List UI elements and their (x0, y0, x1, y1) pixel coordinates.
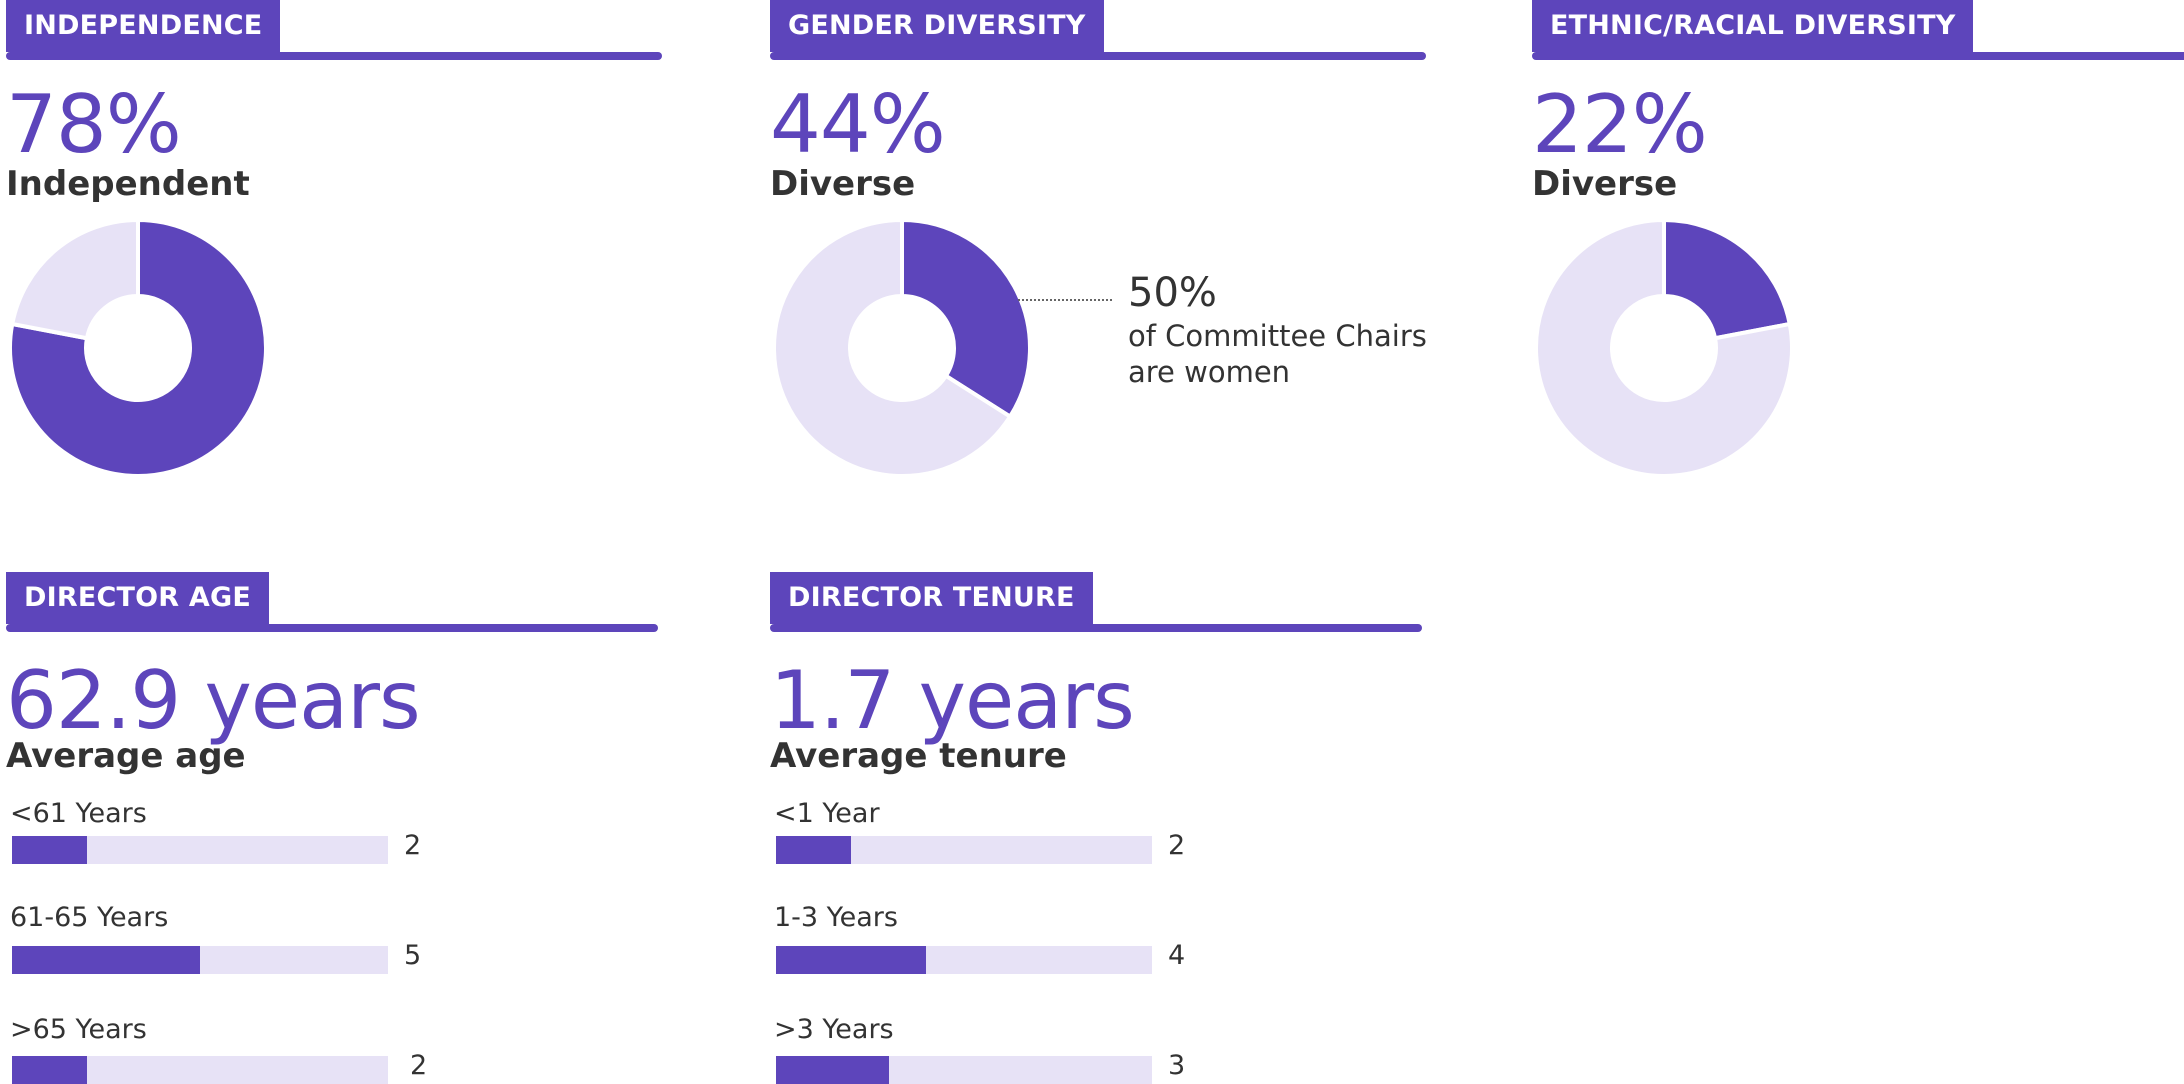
tenure-header-rule (770, 624, 1422, 632)
gender-header-rule (770, 52, 1426, 60)
ethnic-header-rule (1532, 52, 2184, 60)
callout-value: 50% (1128, 270, 1217, 316)
age-header: DIRECTOR AGE (6, 572, 269, 624)
callout-text-line1: of Committee Chairs (1128, 319, 1427, 353)
ethnic-value: 22% (1532, 78, 1708, 171)
bar-value-1-year: 2 (1168, 830, 1186, 861)
independence-label: Independent (6, 164, 250, 204)
bar-value-65-years: 2 (410, 1050, 428, 1081)
bar-track-1-year (776, 836, 1152, 864)
bar-label-61-65-years: 61-65 Years (10, 902, 169, 933)
donut-slice-diverse (1662, 217, 1793, 341)
gender-diversity-section: GENDER DIVERSITY 44% Diverse 50% of Comm… (770, 0, 1430, 500)
ethnic-donut (1534, 217, 1794, 478)
donut-slice-not-independent (9, 217, 140, 341)
callout-leader-line (1018, 299, 1112, 301)
independence-header: INDEPENDENCE (6, 0, 281, 52)
independence-donut (8, 217, 268, 478)
independence-section: INDEPENDENCE 78% Independent (6, 0, 666, 500)
age-value: 62.9 years (6, 654, 421, 747)
donut-slice-diverse (900, 217, 1032, 420)
bar-value-1-3-years: 4 (1168, 940, 1186, 971)
bar-label-1-year: <1 Year (774, 798, 880, 829)
bar-value-61-65-years: 5 (404, 940, 422, 971)
donut-slice-not-diverse (772, 217, 1013, 478)
ethnic-header: ETHNIC/RACIAL DIVERSITY (1532, 0, 1974, 52)
ethnic-diversity-section: ETHNIC/RACIAL DIVERSITY 22% Diverse (1532, 0, 2184, 500)
independence-header-rule (6, 52, 662, 60)
donut-slice-independent (8, 217, 268, 478)
bar-fill-61-65-years (12, 946, 200, 974)
bar-fill-61-years (12, 836, 88, 864)
bar-label-61-years: <61 Years (10, 798, 147, 829)
gender-header: GENDER DIVERSITY (770, 0, 1104, 52)
gender-label: Diverse (770, 164, 916, 204)
independence-value: 78% (6, 78, 182, 171)
bar-track-1-3-years (776, 946, 1152, 974)
bar-label-3-years: >3 Years (774, 1014, 894, 1045)
bar-label-1-3-years: 1-3 Years (774, 902, 898, 933)
bar-track-65-years (12, 1056, 388, 1084)
bar-fill-65-years (12, 1056, 88, 1084)
bar-value-3-years: 3 (1168, 1050, 1186, 1081)
donut-slice-not-diverse (1534, 217, 1794, 478)
bar-label-65-years: >65 Years (10, 1014, 147, 1045)
bar-track-61-65-years (12, 946, 388, 974)
bar-fill-1-3-years (776, 946, 927, 974)
ethnic-label: Diverse (1532, 164, 1678, 204)
bar-fill-3-years (776, 1056, 889, 1084)
bar-track-61-years (12, 836, 388, 864)
bar-value-61-years: 2 (404, 830, 422, 861)
tenure-header: DIRECTOR TENURE (770, 572, 1093, 624)
callout-text-line2: are women (1128, 355, 1291, 389)
age-header-rule (6, 624, 658, 632)
bar-fill-1-year (776, 836, 852, 864)
gender-value: 44% (770, 78, 946, 171)
age-label: Average age (6, 736, 246, 776)
director-age-section: DIRECTOR AGE 62.9 years Average age <61 … (6, 572, 666, 1084)
gender-donut (772, 217, 1032, 478)
bar-track-3-years (776, 1056, 1152, 1084)
director-tenure-section: DIRECTOR TENURE 1.7 years Average tenure… (770, 572, 1430, 1084)
tenure-label: Average tenure (770, 736, 1067, 776)
tenure-value: 1.7 years (770, 654, 1135, 747)
